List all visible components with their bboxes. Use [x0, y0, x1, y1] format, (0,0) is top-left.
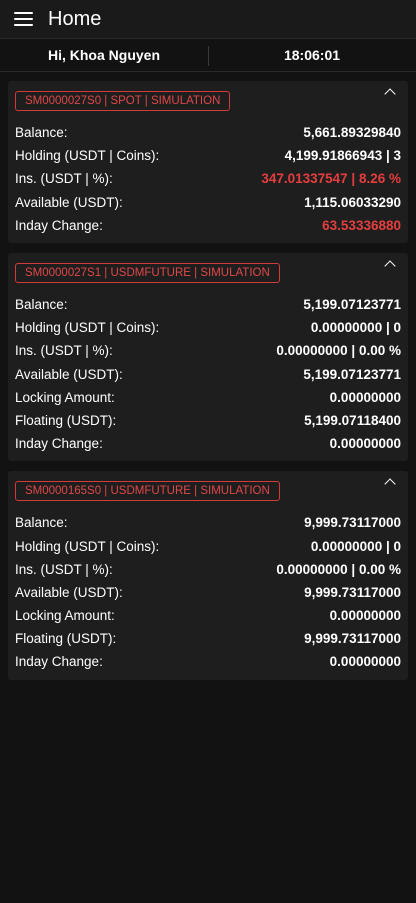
detail-row: Locking Amount: 0.00000000 — [15, 604, 401, 627]
detail-label: Floating (USDT): — [15, 631, 117, 647]
account-card-header[interactable]: SM0000165S0 | USDMFUTURE | SIMULATION — [8, 471, 408, 511]
detail-row: Inday Change: 63.53336880 — [15, 214, 401, 237]
detail-value: 347.01337547 | 8.26 % — [261, 171, 401, 187]
detail-value: 4,199.91866943 | 3 — [284, 148, 401, 164]
detail-row: Balance: 9,999.73117000 — [15, 511, 401, 534]
detail-row: Available (USDT): 9,999.73117000 — [15, 581, 401, 604]
account-tag: SM0000027S0 | SPOT | SIMULATION — [15, 91, 231, 111]
detail-label: Inday Change: — [15, 217, 103, 233]
detail-value: 0.00000000 — [329, 389, 401, 405]
chevron-up-icon[interactable] — [384, 260, 396, 272]
chevron-up-icon[interactable] — [384, 88, 396, 100]
detail-label: Holding (USDT | Coins): — [15, 538, 160, 554]
user-greeting: Hi, Khoa Nguyen — [47, 47, 160, 63]
user-bar: Hi, Khoa Nguyen 18:06:01 — [0, 38, 416, 72]
detail-value: 9,999.73117000 — [304, 515, 401, 531]
detail-value: 5,199.07123771 — [303, 366, 401, 382]
detail-row: Balance: 5,199.07123771 — [15, 293, 401, 316]
detail-label: Ins. (USDT | %): — [15, 171, 113, 187]
detail-value: 9,999.73117000 — [304, 631, 401, 647]
account-tag: SM0000027S1 | USDMFUTURE | SIMULATION — [15, 262, 280, 283]
detail-row: Ins. (USDT | %): 347.01337547 | 8.26 % — [15, 167, 401, 190]
detail-row: Floating (USDT): 9,999.73117000 — [15, 627, 401, 650]
app-bar: Home — [0, 0, 416, 38]
detail-row: Locking Amount: 0.00000000 — [15, 386, 401, 409]
detail-value: 0.00000000 — [329, 436, 401, 452]
detail-row: Inday Change: 0.00000000 — [15, 650, 401, 673]
detail-row: Balance: 5,661.89329840 — [15, 121, 401, 144]
detail-value: 9,999.73117000 — [304, 584, 401, 600]
account-card: SM0000165S0 | USDMFUTURE | SIMULATION Bal… — [8, 471, 408, 680]
detail-row: Inday Change: 0.00000000 — [15, 432, 401, 455]
detail-value: 0.00000000 | 0.00 % — [276, 343, 401, 359]
detail-row: Holding (USDT | Coins): 0.00000000 | 0 — [15, 534, 401, 557]
detail-label: Holding (USDT | Coins): — [15, 320, 160, 336]
account-list: SM0000027S0 | SPOT | SIMULATION Balance: 5… — [0, 72, 416, 680]
detail-label: Available (USDT): — [15, 366, 123, 382]
account-card: SM0000027S0 | SPOT | SIMULATION Balance: 5… — [8, 81, 408, 243]
account-details: Balance: 5,199.07123771 Holding (USDT | Co… — [8, 293, 408, 455]
detail-label: Floating (USDT): — [15, 412, 117, 428]
detail-row: Ins. (USDT | %): 0.00000000 | 0.00 % — [15, 339, 401, 362]
detail-label: Available (USDT): — [15, 584, 123, 600]
detail-row: Available (USDT): 5,199.07123771 — [15, 363, 401, 386]
detail-label: Inday Change: — [15, 436, 103, 452]
detail-value: 0.00000000 — [329, 654, 401, 670]
account-card-header[interactable]: SM0000027S1 | USDMFUTURE | SIMULATION — [8, 253, 408, 293]
account-card: SM0000027S1 | USDMFUTURE | SIMULATION Bal… — [8, 252, 408, 462]
detail-row: Floating (USDT): 5,199.07118400 — [15, 409, 401, 432]
page-title: Home — [48, 7, 102, 30]
account-details: Balance: 5,661.89329840 Holding (USDT | Co… — [8, 121, 408, 237]
detail-value: 5,199.07123771 — [303, 297, 401, 313]
detail-value: 0.00000000 | 0 — [310, 320, 401, 336]
detail-label: Locking Amount: — [15, 389, 115, 405]
detail-value: 1,115.06033290 — [304, 194, 401, 210]
detail-row: Available (USDT): 1,115.06033290 — [15, 191, 401, 214]
detail-value: 0.00000000 — [329, 608, 401, 624]
detail-label: Inday Change: — [15, 654, 103, 670]
divider — [208, 46, 209, 66]
detail-value: 5,199.07118400 — [304, 412, 401, 428]
detail-label: Ins. (USDT | %): — [15, 343, 113, 359]
detail-label: Available (USDT): — [15, 194, 123, 210]
detail-label: Locking Amount: — [15, 608, 115, 624]
detail-label: Balance: — [15, 125, 68, 141]
detail-label: Balance: — [15, 297, 68, 313]
detail-label: Holding (USDT | Coins): — [15, 148, 160, 164]
account-tag: SM0000165S0 | USDMFUTURE | SIMULATION — [15, 481, 280, 502]
account-card-header[interactable]: SM0000027S0 | SPOT | SIMULATION — [8, 81, 408, 121]
clock-time: 18:06:01 — [283, 47, 341, 63]
detail-row: Holding (USDT | Coins): 4,199.91866943 | … — [15, 144, 401, 167]
account-details: Balance: 9,999.73117000 Holding (USDT | Co… — [8, 511, 408, 673]
detail-value: 0.00000000 | 0.00 % — [276, 561, 401, 577]
detail-label: Ins. (USDT | %): — [15, 561, 113, 577]
detail-value: 63.53336880 — [322, 217, 401, 233]
detail-value: 0.00000000 | 0 — [310, 538, 401, 554]
detail-row: Holding (USDT | Coins): 0.00000000 | 0 — [15, 316, 401, 339]
menu-icon[interactable] — [14, 12, 33, 26]
detail-value: 5,661.89329840 — [303, 125, 401, 141]
chevron-up-icon[interactable] — [384, 478, 396, 490]
detail-row: Ins. (USDT | %): 0.00000000 | 0.00 % — [15, 558, 401, 581]
detail-label: Balance: — [15, 515, 68, 531]
